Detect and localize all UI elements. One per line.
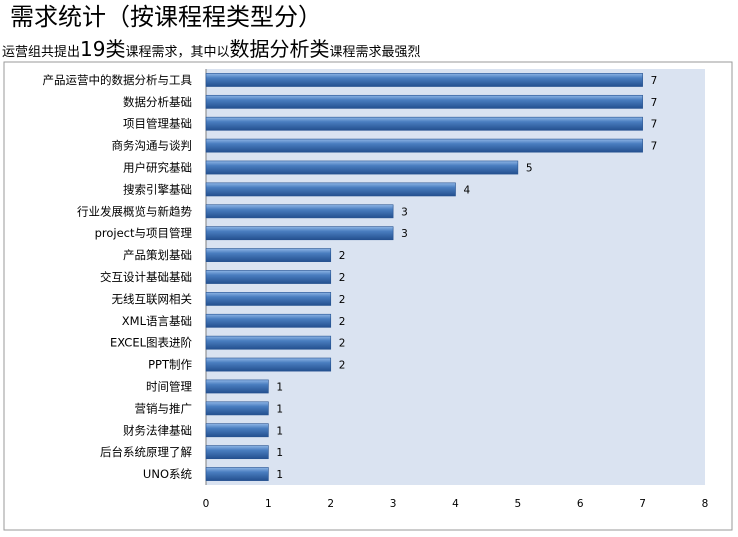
category-label: 产品运营中的数据分析与工具 [43, 73, 193, 87]
data-label: 7 [651, 75, 658, 87]
data-label: 1 [276, 469, 283, 481]
bar [205, 423, 269, 438]
category-label: XML语言基础 [122, 314, 192, 328]
category-label: EXCEL图表进阶 [110, 336, 193, 350]
bar [205, 270, 332, 284]
bar [205, 73, 643, 87]
data-label: 1 [276, 425, 283, 437]
data-label: 2 [339, 294, 346, 306]
data-label: 4 [464, 184, 471, 196]
category-label: UNO系统 [143, 467, 193, 481]
category-label: 财务法律基础 [123, 423, 192, 437]
x-tick-label: 5 [515, 498, 522, 510]
bar [205, 138, 643, 153]
category-label: 项目管理基础 [123, 117, 192, 131]
x-tick-label: 7 [639, 498, 646, 510]
bar [205, 467, 269, 481]
bar [205, 116, 643, 131]
data-label: 2 [339, 360, 346, 372]
subtitle-count: 19类 [80, 37, 126, 61]
x-tick-label: 6 [577, 498, 584, 510]
x-tick-label: 0 [203, 498, 210, 510]
x-tick-label: 1 [265, 498, 272, 510]
bar [205, 160, 519, 175]
subtitle-suffix: 课程需求最强烈 [329, 45, 421, 60]
x-tick-label: 4 [452, 498, 459, 510]
data-label: 7 [651, 119, 658, 131]
category-label: 搜索引擎基础 [123, 182, 192, 196]
data-label: 1 [276, 403, 283, 415]
category-label: 产品策划基础 [123, 248, 192, 262]
category-label: project与项目管理 [95, 226, 193, 240]
category-label: 商务沟通与谈判 [112, 139, 193, 153]
data-label: 2 [339, 338, 346, 350]
category-label: 交互设计基础基础 [100, 270, 192, 284]
x-tick-label: 3 [390, 498, 397, 510]
data-label: 7 [651, 97, 658, 109]
x-tick-label: 8 [702, 498, 709, 510]
bar [205, 226, 394, 241]
data-label: 5 [526, 163, 533, 175]
category-label: 营销与推广 [135, 401, 193, 415]
data-label: 3 [401, 206, 408, 218]
data-label: 1 [276, 381, 283, 393]
data-label: 2 [339, 316, 346, 328]
bar [205, 248, 332, 262]
category-label: 行业发展概览与新趋势 [77, 204, 192, 218]
data-label: 2 [339, 272, 346, 284]
bar [205, 445, 269, 460]
bar [205, 379, 269, 394]
bar [205, 94, 643, 109]
category-label: 数据分析基础 [123, 95, 192, 109]
subtitle-highlight: 数据分析类 [229, 37, 330, 61]
data-label: 2 [339, 250, 346, 262]
category-label: 无线互联网相关 [112, 292, 193, 306]
category-label: 时间管理 [146, 379, 192, 393]
bar [205, 292, 332, 306]
category-label: PPT制作 [148, 358, 192, 372]
bar [205, 357, 332, 372]
bar [205, 204, 394, 219]
data-label: 7 [651, 141, 658, 153]
chart-title: 需求统计（按课程程类型分） [10, 3, 322, 31]
data-label: 1 [276, 447, 283, 459]
bar [205, 335, 332, 350]
subtitle-middle: 课程需求，其中以 [125, 45, 230, 60]
category-label: 用户研究基础 [123, 161, 192, 175]
bar [205, 313, 332, 328]
subtitle-prefix: 运营组共提出 [2, 45, 81, 60]
x-tick-label: 2 [327, 498, 334, 510]
chart-subtitle: 运营组共提出19类课程需求，其中以数据分析类课程需求最强烈 [2, 36, 421, 66]
bar [205, 401, 269, 416]
data-label: 3 [401, 228, 408, 240]
category-label: 后台系统原理了解 [100, 445, 192, 459]
bar [205, 182, 456, 197]
